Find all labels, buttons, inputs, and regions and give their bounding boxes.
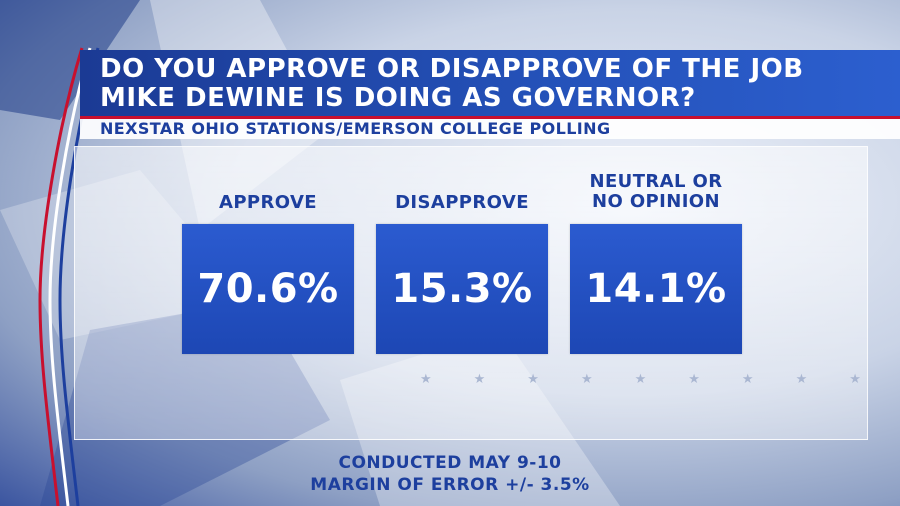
neutral-value: 14.1%	[585, 266, 727, 312]
decorative-stars: ★★★★★★★★★	[420, 372, 890, 387]
poll-source-subtitle: NEXSTAR OHIO STATIONS/EMERSON COLLEGE PO…	[100, 119, 611, 138]
neutral-label: NEUTRAL OR NO OPINION	[589, 171, 723, 212]
conducted-date: CONDUCTED MAY 9-10	[338, 453, 562, 473]
title-line-2: MIKE DEWINE IS DOING AS GOVERNOR?	[100, 83, 696, 113]
title-divider	[80, 116, 900, 119]
subtitle-banner	[80, 119, 900, 139]
neutral-value-box: 14.1%	[570, 224, 742, 354]
disapprove-label: DISAPPROVE	[395, 192, 529, 213]
title-banner	[80, 50, 900, 116]
poll-question-title: DO YOU APPROVE OR DISAPPROVE OF THE JOB …	[100, 55, 880, 113]
poll-footer: CONDUCTED MAY 9-10 MARGIN OF ERROR +/- 3…	[0, 452, 900, 496]
disapprove-value: 15.3%	[391, 266, 533, 312]
approve-label: APPROVE	[218, 192, 318, 213]
margin-of-error: MARGIN OF ERROR +/- 3.5%	[310, 475, 590, 495]
disapprove-value-box: 15.3%	[376, 224, 548, 354]
approve-value: 70.6%	[197, 266, 339, 312]
approve-value-box: 70.6%	[182, 224, 354, 354]
title-line-1: DO YOU APPROVE OR DISAPPROVE OF THE JOB	[100, 54, 804, 84]
